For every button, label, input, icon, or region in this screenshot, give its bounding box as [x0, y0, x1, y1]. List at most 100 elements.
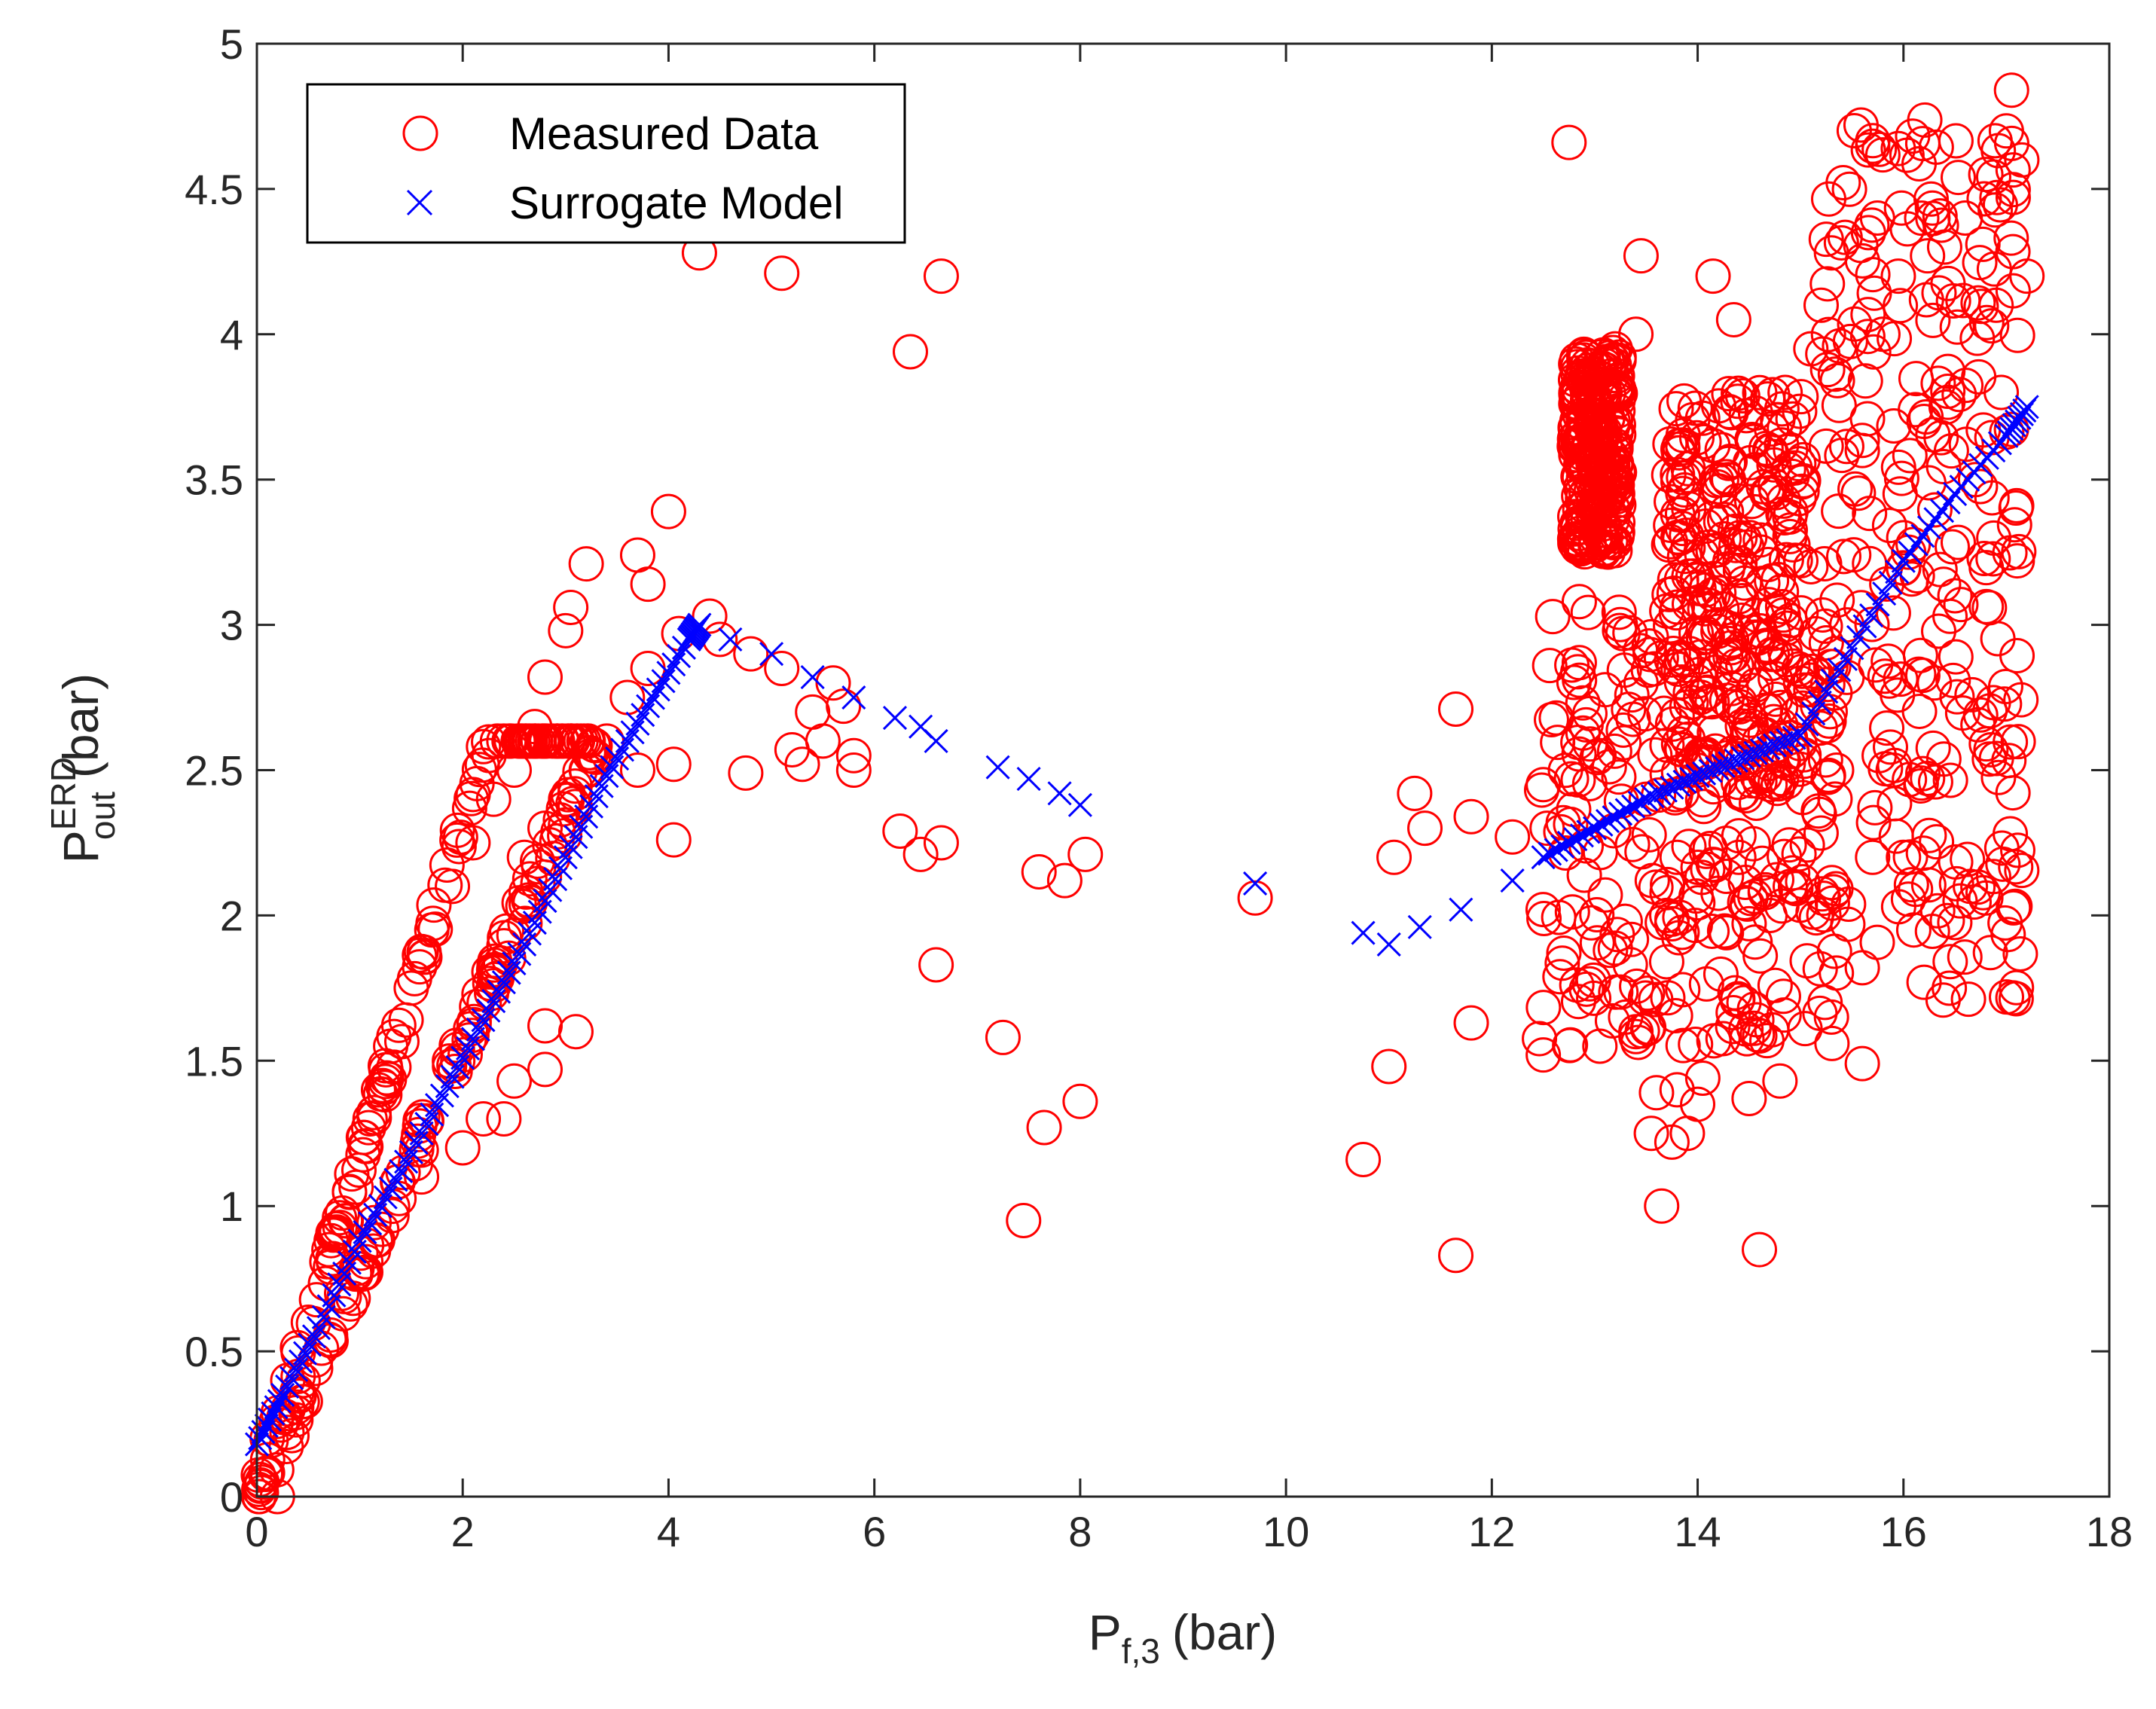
measured-cluster-point — [1923, 207, 1959, 243]
measured-cluster-point — [1754, 411, 1790, 447]
measured-cluster-point — [1629, 1010, 1666, 1046]
measured-point — [548, 781, 584, 817]
measured-point — [1973, 731, 2009, 768]
measured-cluster-point — [1996, 507, 2032, 543]
surrogate-point — [1614, 798, 1639, 822]
measured-cluster-point — [1727, 778, 1764, 814]
measured-cluster-point — [1993, 411, 2029, 447]
measured-cluster-point — [1648, 944, 1684, 980]
measured-point — [1886, 839, 1922, 875]
surrogate-point — [841, 685, 866, 710]
measured-cluster-point — [1712, 444, 1748, 480]
measured-point — [892, 334, 928, 370]
measured-point — [1906, 964, 1942, 1000]
measured-cluster-point — [1847, 363, 1883, 399]
measured-cluster-point — [1631, 816, 1667, 853]
measured-cluster-point — [1654, 484, 1690, 520]
surrogate-point — [279, 1366, 304, 1390]
surrogate-point — [1827, 658, 1852, 682]
measured-cluster-point — [1579, 896, 1615, 932]
y-tick-label: 1.5 — [185, 1037, 243, 1085]
measured-cluster-point — [1989, 979, 2025, 1015]
surrogate-point — [292, 1341, 318, 1366]
measured-cluster-point — [1940, 160, 1976, 196]
measured-point — [475, 781, 512, 817]
measured-cluster-point — [1819, 362, 1855, 398]
measured-cluster-point — [1855, 334, 1892, 370]
measured-point — [393, 970, 429, 1006]
measured-point — [1803, 287, 1839, 323]
measured-cluster-point — [1700, 388, 1736, 424]
measured-cluster-point — [1619, 968, 1655, 1004]
surrogate-point — [800, 664, 825, 690]
measured-cluster-point — [1727, 695, 1764, 731]
x-tick-label: 12 — [1468, 1508, 1515, 1555]
measured-cluster-point — [1699, 462, 1735, 499]
measured-cluster-point — [1997, 888, 2033, 924]
surrogate-point — [882, 705, 908, 731]
measured-cluster-point — [328, 1203, 365, 1239]
legend-box — [306, 83, 906, 244]
measured-cluster-point — [1883, 460, 1919, 496]
measured-cluster-point — [453, 780, 490, 816]
measured-cluster-point — [1735, 826, 1771, 862]
measured-cluster-point — [1540, 725, 1576, 761]
measured-point — [1715, 302, 1751, 338]
measured-cluster-point — [1808, 624, 1844, 661]
measured-cluster-point — [1605, 712, 1641, 748]
measured-cluster-point — [1947, 939, 1983, 975]
measured-point — [435, 868, 471, 905]
measured-cluster-point — [1783, 595, 1819, 631]
measured-cluster-point — [1587, 877, 1623, 913]
measured-point — [331, 1173, 368, 1210]
y-tick-label: 0 — [220, 1473, 243, 1521]
surrogate-point — [1756, 736, 1781, 761]
surrogate-point — [1672, 769, 1697, 794]
measured-point — [815, 665, 851, 701]
measured-cluster-point — [1666, 383, 1703, 419]
surrogate-point — [1820, 668, 1845, 693]
measured-cluster-point — [1940, 524, 1976, 560]
measured-cluster-point — [1807, 984, 1843, 1021]
measured-cluster-point — [512, 861, 548, 897]
measured-cluster-point — [1895, 118, 1931, 154]
surrogate-point — [1794, 712, 1819, 737]
measured-cluster-point — [1869, 566, 1905, 602]
measured-cluster-point — [1554, 894, 1590, 930]
measured-cluster-point — [438, 1027, 475, 1064]
measured-point — [1751, 432, 1788, 468]
surrogate-point — [1627, 790, 1652, 815]
measured-cluster-point — [402, 949, 438, 985]
measured-point — [527, 1051, 563, 1088]
measured-cluster-point — [1968, 726, 2005, 762]
measured-cluster-point — [1558, 374, 1594, 410]
measured-cluster-point — [1595, 446, 1631, 482]
measured-cluster-point — [1910, 238, 1946, 274]
surrogate-point — [1698, 758, 1723, 783]
measured-point — [557, 1014, 594, 1050]
measured-point — [1680, 1086, 1716, 1122]
measured-point — [733, 636, 769, 672]
surrogate-point — [1407, 914, 1432, 939]
surrogate-point — [1556, 830, 1581, 856]
measured-cluster-point — [1724, 583, 1760, 619]
measured-cluster-point — [1995, 152, 2031, 188]
measured-cluster-point — [1917, 764, 1953, 800]
measured-cluster-point — [1861, 737, 1898, 774]
measured-point — [1551, 124, 1587, 160]
measured-point — [1762, 1063, 1798, 1099]
measured-cluster-point — [332, 1286, 368, 1322]
surrogate-point — [254, 1413, 279, 1439]
measured-cluster-point — [1849, 319, 1886, 355]
measured-cluster-point — [479, 723, 515, 759]
measured-cluster-point — [1980, 759, 2017, 795]
measured-cluster-point — [1601, 594, 1637, 630]
surrogate-point — [687, 612, 712, 637]
measured-point — [517, 709, 553, 745]
measured-point — [1376, 839, 1412, 875]
measured-cluster-point — [1854, 606, 1890, 642]
measured-cluster-point — [1855, 804, 1892, 841]
measured-cluster-point — [1823, 224, 1859, 261]
measured-cluster-point — [1727, 885, 1763, 921]
measured-cluster-point — [1972, 935, 2008, 971]
